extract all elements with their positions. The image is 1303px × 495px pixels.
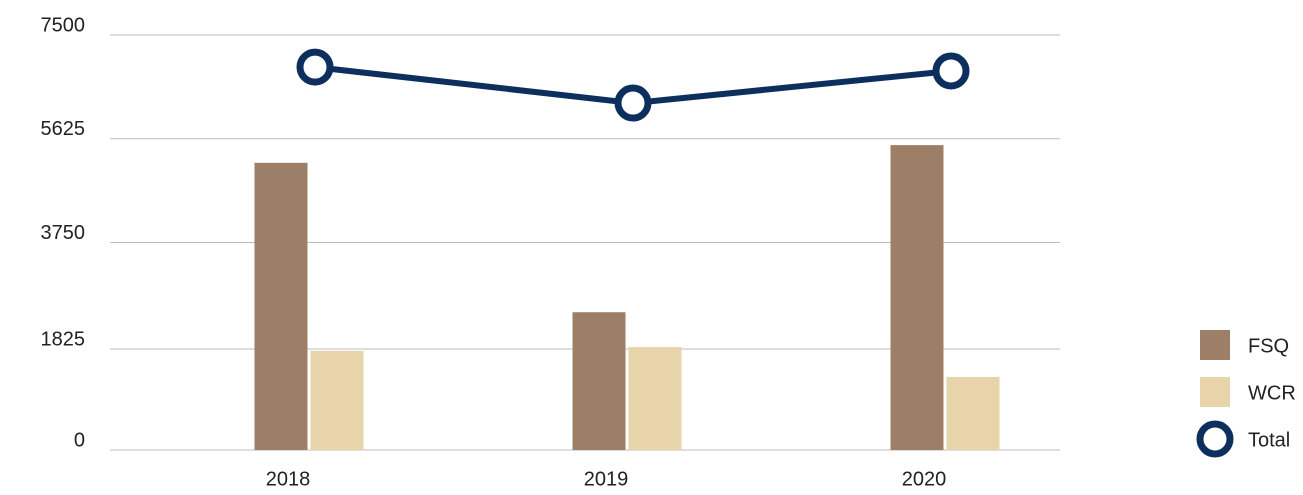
bar (254, 162, 308, 450)
bar (890, 145, 944, 450)
bar (946, 376, 1000, 450)
legend-swatch (1200, 330, 1230, 360)
y-tick-label: 0 (74, 429, 85, 451)
legend-label: WCR (1248, 382, 1296, 404)
line-marker (296, 48, 334, 86)
legend-label: FSQ (1248, 335, 1289, 357)
bar (628, 347, 682, 450)
bar (310, 350, 364, 450)
y-tick-label: 3750 (41, 222, 86, 244)
bar (572, 312, 626, 450)
line-marker (614, 84, 652, 122)
y-tick-label: 1825 (41, 328, 86, 350)
line-marker (932, 52, 970, 90)
x-tick-label: 2018 (266, 468, 311, 490)
x-tick-label: 2020 (902, 468, 947, 490)
legend-swatch (1200, 377, 1230, 407)
x-tick-label: 2019 (584, 468, 629, 490)
legend-label: Total (1248, 429, 1290, 451)
y-tick-label: 5625 (41, 118, 86, 140)
y-tick-label: 7500 (41, 14, 86, 36)
legend-marker (1196, 420, 1234, 458)
